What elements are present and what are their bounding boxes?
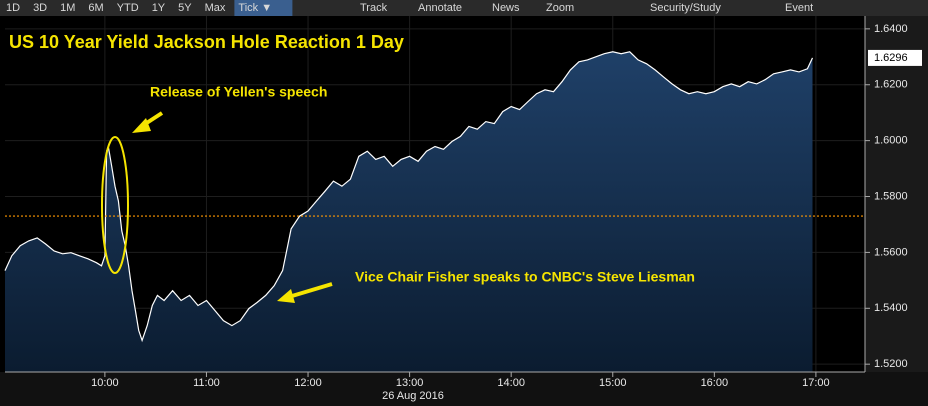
x-tick-label: 12:00 bbox=[294, 377, 322, 389]
x-tick-label: 13:00 bbox=[396, 377, 424, 389]
chart-title: US 10 Year Yield Jackson Hole Reaction 1… bbox=[9, 32, 404, 52]
range-button[interactable]: 1D bbox=[6, 2, 20, 14]
range-button[interactable]: 1Y bbox=[152, 2, 166, 14]
last-value-label: 1.6296 bbox=[874, 52, 908, 64]
y-tick-label: 1.5800 bbox=[874, 190, 908, 202]
last-value-box bbox=[868, 49, 922, 66]
range-button[interactable]: 3D bbox=[33, 2, 47, 14]
range-button[interactable]: 6M bbox=[88, 2, 103, 14]
x-axis-panel bbox=[0, 372, 928, 406]
tool-button[interactable]: Zoom bbox=[546, 2, 574, 14]
range-button[interactable]: 1M bbox=[60, 2, 75, 14]
x-tick-label: 16:00 bbox=[701, 377, 729, 389]
axis-panel bbox=[865, 16, 928, 372]
tool-button[interactable]: Annotate bbox=[418, 2, 462, 14]
range-button[interactable]: Max bbox=[205, 2, 226, 14]
y-tick-label: 1.6200 bbox=[874, 79, 908, 91]
y-tick-label: 1.6400 bbox=[874, 23, 908, 35]
active-tab-label[interactable]: Tick ▼ bbox=[238, 2, 272, 14]
x-tick-label: 14:00 bbox=[497, 377, 525, 389]
date-label: 26 Aug 2016 bbox=[382, 390, 444, 402]
y-tick-label: 1.6000 bbox=[874, 135, 908, 147]
arrow-head bbox=[132, 118, 151, 133]
arrow-head bbox=[277, 289, 295, 303]
range-button[interactable]: YTD bbox=[117, 2, 139, 14]
y-tick-label: 1.5200 bbox=[874, 358, 908, 370]
y-tick-label: 1.5600 bbox=[874, 246, 908, 258]
tool-button[interactable]: News bbox=[492, 2, 520, 14]
arrow bbox=[291, 282, 333, 298]
x-tick-label: 11:00 bbox=[193, 377, 220, 389]
menu-button[interactable]: Security/Study bbox=[650, 2, 721, 14]
x-tick-label: 17:00 bbox=[802, 377, 830, 389]
plot bbox=[4, 51, 865, 373]
range-button[interactable]: 5Y bbox=[178, 2, 192, 14]
x-tick-label: 10:00 bbox=[91, 377, 119, 389]
line bbox=[4, 51, 814, 343]
toolbar-bg bbox=[0, 0, 928, 16]
highlight-ellipse bbox=[101, 136, 129, 274]
arrows bbox=[132, 111, 333, 303]
annotation: Vice Chair Fisher speaks to CNBC's Steve… bbox=[355, 269, 695, 285]
y-tick-label: 1.5400 bbox=[874, 302, 908, 314]
tool-button[interactable]: Track bbox=[360, 2, 388, 14]
x-tick-label: 15:00 bbox=[599, 377, 627, 389]
area bbox=[5, 51, 813, 373]
active-tab bbox=[234, 0, 293, 16]
menu-button[interactable]: Event bbox=[785, 2, 813, 14]
annotation: Release of Yellen's speech bbox=[150, 84, 327, 100]
toolbar: 1D 3D 1M 6M YTD 1Y 5Y Max Tick ▼ Track Annotate New… bbox=[6, 0, 813, 16]
